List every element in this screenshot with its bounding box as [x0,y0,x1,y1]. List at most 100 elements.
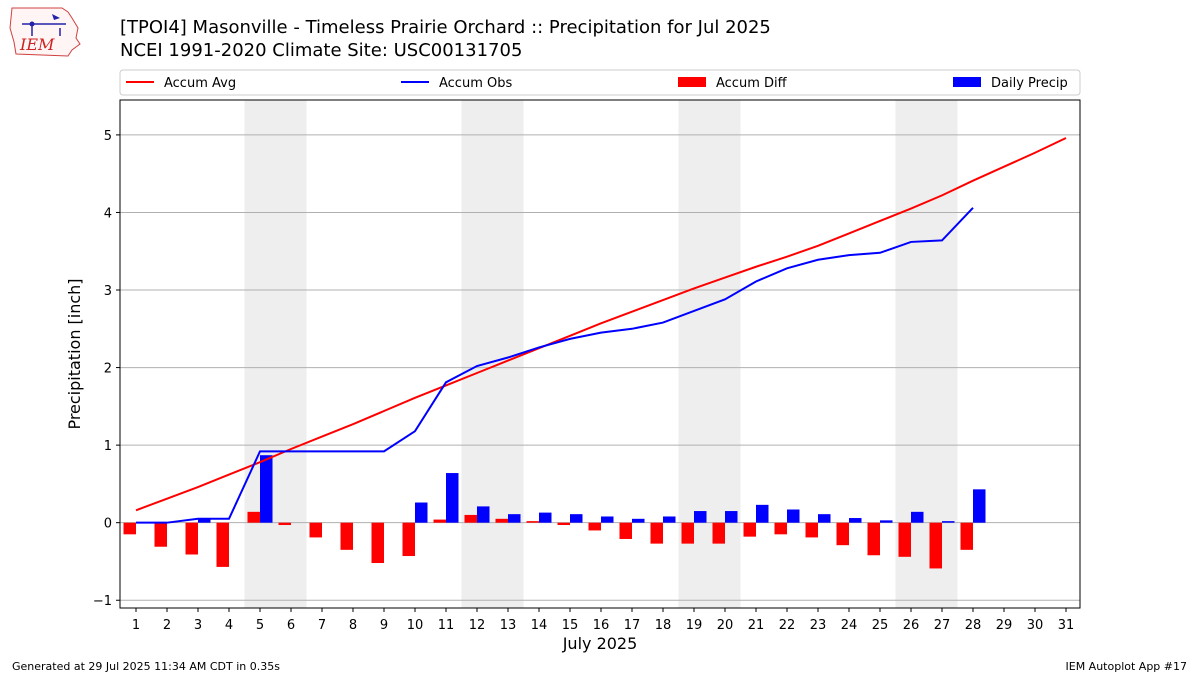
y-tick-label: −1 [93,594,112,609]
weekend-band [244,100,307,608]
x-tick-label: 12 [469,618,486,633]
x-tick-label: 10 [407,618,424,633]
y-tick-label: 4 [104,206,112,221]
x-tick-label: 1 [132,618,140,633]
accum-diff-bar [402,522,415,557]
legend-accum-diff-swatch [678,77,706,87]
x-tick-label: 9 [380,618,388,633]
bars-layer [123,455,986,569]
accum-diff-bar [464,514,477,523]
accum-diff-bar [929,522,942,569]
accum-diff-bar [557,522,570,526]
chart-subtitle: NCEI 1991-2020 Climate Site: USC00131705 [120,40,523,61]
accum-diff-bar [774,522,787,535]
x-tick-label: 17 [624,618,641,633]
y-axis-ticks: −1 0 1 2 3 4 5 [93,129,120,609]
accum-diff-bar [278,522,291,526]
daily-precip-bar [601,516,614,523]
accum-diff-bar [867,522,880,556]
iem-logo: IEM [8,6,82,62]
accum-diff-bar [247,511,260,523]
x-tick-label: 21 [748,618,765,633]
x-tick-label: 8 [349,618,357,633]
x-tick-label: 18 [655,618,672,633]
daily-precip-bar [415,502,428,523]
daily-precip-bar [725,511,738,523]
x-tick-label: 2 [163,618,171,633]
plot-frame [119,99,1081,609]
generated-note: Generated at 29 Jul 2025 11:34 AM CDT in… [12,660,280,673]
accum-diff-bar [123,522,136,535]
daily-precip-bar [787,509,800,523]
x-tick-label: 20 [717,618,734,633]
x-tick-label: 27 [934,618,951,633]
daily-precip-bar [446,473,459,523]
accum-avg-line [135,137,1067,512]
x-axis-ticks: 1 2 3 4 5 6 7 8 9 10 11 12 13 14 15 16 17 18 19 20 21 22 23 24 2… [132,608,1074,633]
y-tick-label: 1 [104,439,112,454]
x-tick-label: 19 [686,618,703,633]
accum-diff-bar [836,522,849,546]
daily-precip-bar [260,455,273,523]
x-tick-label: 22 [779,618,796,633]
x-tick-label: 29 [996,618,1013,633]
daily-precip-bar [198,518,211,523]
x-tick-label: 24 [841,618,858,633]
accum-diff-bar [495,518,508,523]
daily-precip-bar [756,504,769,523]
accum-diff-bar [805,522,818,538]
x-tick-label: 31 [1058,618,1075,633]
x-axis-label: July 2025 [562,634,638,653]
legend-daily-precip-swatch [953,77,981,87]
daily-precip-bar [911,511,924,523]
svg-text:IEM: IEM [19,35,55,54]
daily-precip-bar [477,506,490,523]
legend-accum-avg-label: Accum Avg [164,76,236,91]
daily-precip-bar [973,489,986,523]
daily-precip-bar [942,521,955,523]
accum-diff-bar [154,522,167,547]
accum-diff-bar [526,521,539,523]
accum-diff-bar [619,522,632,539]
x-tick-label: 16 [593,618,610,633]
legend-accum-diff-label: Accum Diff [716,76,788,91]
weekend-band [461,100,524,608]
x-tick-label: 14 [531,618,548,633]
x-tick-label: 4 [225,618,233,633]
x-tick-label: 30 [1027,618,1044,633]
daily-precip-bar [632,518,645,523]
accum-diff-bar [898,522,911,557]
y-tick-label: 5 [104,129,112,144]
daily-precip-bar [539,512,552,523]
x-tick-label: 23 [810,618,827,633]
accum-diff-bar [712,522,725,544]
accum-diff-bar [960,522,973,550]
x-tick-label: 3 [194,618,202,633]
accum-obs-line [136,207,974,524]
accum-diff-bar [309,522,322,538]
legend-daily-precip-label: Daily Precip [991,76,1068,91]
daily-precip-bar [694,511,707,523]
x-tick-label: 28 [965,618,982,633]
legend-frame [119,69,1081,96]
accum-diff-bar [743,522,756,537]
accum-diff-bar [216,522,229,567]
daily-precip-bar [508,514,521,523]
chart-title: [TPOI4] Masonville - Timeless Prairie Or… [120,17,771,38]
accum-diff-bar [340,522,353,550]
x-tick-label: 7 [318,618,326,633]
accum-diff-bar [433,519,446,523]
daily-precip-bar [570,514,583,523]
x-tick-label: 5 [256,618,264,633]
app-credit: IEM Autoplot App #17 [1065,660,1188,673]
x-tick-label: 11 [438,618,455,633]
daily-precip-bar [880,520,893,523]
accum-diff-bar [185,522,198,555]
accum-diff-bar [371,522,384,564]
accum-diff-bar [650,522,663,544]
daily-precip-bar [818,514,831,523]
x-tick-label: 13 [500,618,517,633]
legend: Accum Avg Accum Obs Accum Diff Daily Precip [119,69,1081,96]
daily-precip-bar [663,516,676,523]
